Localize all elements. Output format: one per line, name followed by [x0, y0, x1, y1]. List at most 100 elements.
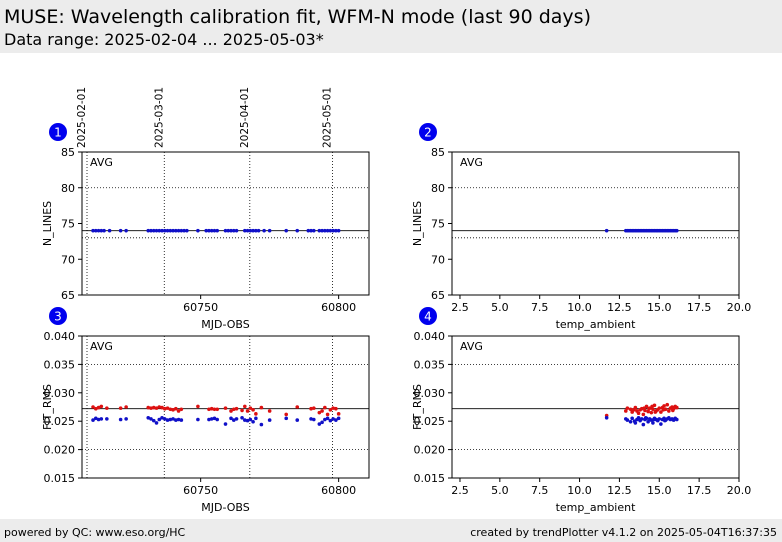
data-point — [328, 228, 333, 233]
data-point — [223, 228, 228, 233]
data-point — [309, 228, 313, 233]
data-point — [229, 409, 233, 413]
data-point — [91, 418, 95, 422]
x-axis-label: MJD-OBS — [201, 318, 249, 331]
data-point — [105, 406, 109, 410]
data-point — [309, 417, 313, 421]
y-tick-label: 85 — [431, 146, 445, 159]
date-marker-label: 2025-02-01 — [76, 87, 88, 148]
data-point — [320, 409, 324, 413]
x-axis-label: MJD-OBS — [201, 501, 249, 514]
data-point — [243, 404, 247, 409]
y-tick-label: 0.035 — [414, 358, 446, 371]
data-point — [162, 228, 167, 233]
data-point — [254, 416, 258, 421]
data-point — [96, 405, 101, 410]
data-point — [628, 419, 633, 424]
data-point — [248, 228, 253, 233]
data-point — [207, 228, 211, 233]
data-point — [149, 406, 153, 410]
x-tick-label: 60800 — [321, 484, 356, 497]
data-point — [99, 228, 104, 233]
x-tick-label: 60800 — [321, 301, 356, 314]
panel-number-badge — [419, 123, 437, 141]
data-point — [651, 407, 655, 412]
data-point — [182, 228, 186, 233]
data-point — [659, 410, 663, 414]
data-point — [151, 405, 156, 410]
data-point — [91, 405, 95, 409]
data-point — [623, 409, 628, 413]
data-point — [157, 405, 162, 409]
x-tick-label: 15.0 — [647, 301, 672, 314]
data-point — [334, 406, 338, 411]
data-point — [124, 405, 128, 409]
x-axis-label: temp_ambient — [556, 318, 637, 331]
data-point — [653, 410, 658, 414]
y-tick-label: 0.030 — [414, 387, 446, 400]
data-range-subtitle: Data range: 2025-02-04 ... 2025-05-03* — [4, 30, 324, 49]
data-point — [331, 417, 335, 421]
data-point — [665, 402, 670, 407]
data-point — [256, 228, 261, 233]
data-point — [146, 228, 151, 233]
data-point — [325, 228, 330, 233]
chart-panel-1: 2025-02-01 2025-03-01 2025-04-01 2025-05-01… — [41, 87, 370, 331]
data-point — [234, 228, 239, 233]
chart-panel-2: 65 70 75 80 85 2.5 5.0 7.5 10.0 12.5 15.0 17.5 20.0 t… — [411, 123, 751, 331]
data-point — [176, 409, 181, 413]
data-point — [176, 228, 181, 233]
data-point — [267, 228, 272, 233]
data-point — [243, 418, 247, 422]
data-point — [651, 421, 655, 425]
avg-annotation: AVG — [90, 156, 113, 169]
data-point — [212, 228, 217, 233]
data-point — [185, 228, 189, 233]
page-footer: powered by QC: www.eso.org/HC created by… — [0, 519, 782, 542]
page-header: MUSE: Wavelength calibration fit, WFM-N … — [0, 0, 782, 53]
data-point — [223, 422, 228, 426]
data-point — [649, 410, 654, 415]
x-tick-label: 12.5 — [607, 484, 632, 497]
data-point — [146, 415, 151, 420]
data-point — [320, 228, 324, 233]
data-point — [630, 416, 634, 421]
date-marker-label: 2025-05-01 — [322, 87, 334, 148]
y-tick-label: 0.040 — [44, 330, 76, 343]
data-point — [179, 228, 184, 233]
data-point — [320, 420, 324, 425]
data-point — [157, 417, 162, 422]
data-point — [336, 412, 341, 416]
y-tick-label: 0.030 — [44, 387, 76, 400]
data-point — [215, 407, 220, 412]
data-point — [323, 405, 327, 410]
data-point — [165, 418, 170, 422]
data-point — [661, 408, 666, 412]
data-point — [667, 409, 671, 413]
data-point — [312, 406, 316, 410]
y-axis-label: FIT_RMS — [41, 384, 54, 430]
data-point — [625, 418, 630, 422]
y-tick-label: 0.025 — [414, 415, 446, 428]
data-point — [196, 417, 200, 422]
data-point — [168, 407, 173, 412]
data-point — [91, 228, 95, 233]
data-point — [671, 408, 675, 413]
data-point — [96, 228, 101, 233]
data-point — [196, 404, 200, 409]
data-point — [179, 407, 184, 412]
data-point — [245, 418, 250, 423]
data-point — [215, 417, 220, 422]
y-tick-label: 75 — [61, 218, 75, 231]
y-tick-label: 0.015 — [414, 472, 446, 485]
y-tick-label: 80 — [61, 182, 75, 195]
data-point — [93, 406, 98, 411]
data-point — [226, 228, 231, 233]
y-tick-label: 65 — [61, 289, 75, 302]
data-point — [641, 422, 646, 427]
data-point — [93, 228, 98, 233]
x-tick-label: 7.5 — [531, 484, 549, 497]
y-tick-label: 70 — [61, 253, 75, 266]
data-point — [317, 410, 322, 415]
x-tick-label: 20.0 — [727, 484, 752, 497]
